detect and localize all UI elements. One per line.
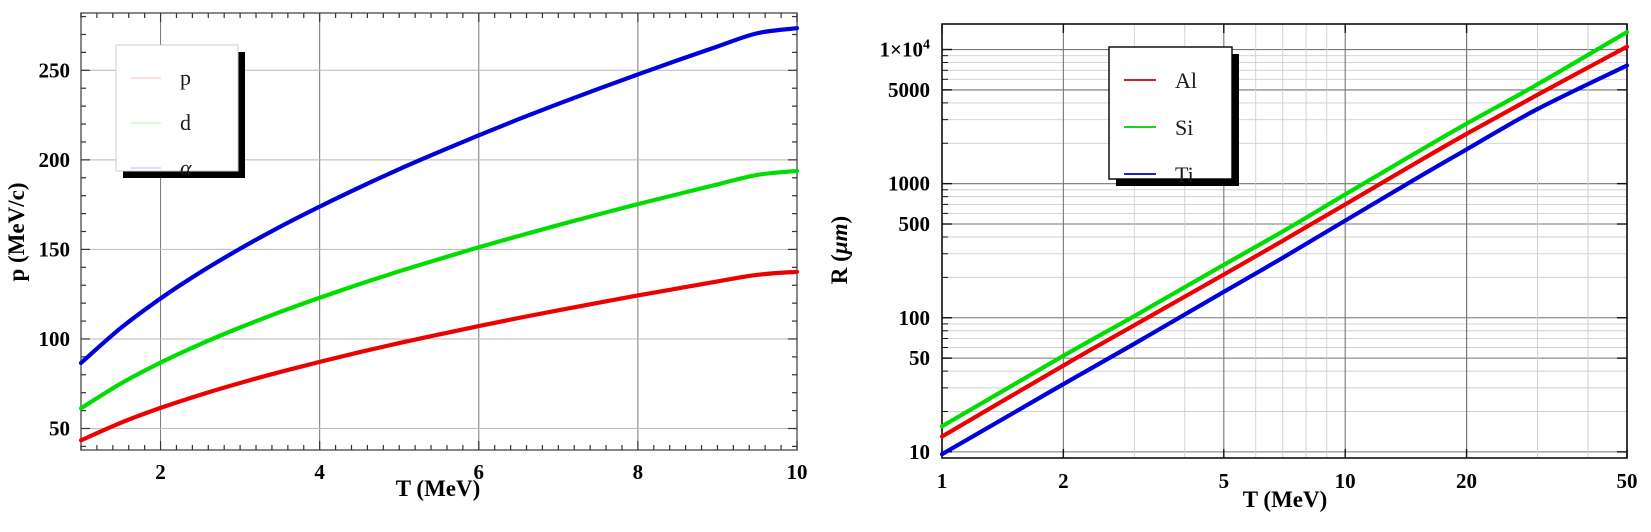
y-tick-label: 250 <box>39 58 71 82</box>
legend-label-d: d <box>180 110 191 135</box>
y-tick-label: 100 <box>39 327 71 351</box>
data-curve-α <box>78 26 800 366</box>
legend-entry-d[interactable]: d <box>131 110 191 135</box>
x-tick-label: 1 <box>937 469 948 493</box>
y-tick-label: 200 <box>39 148 71 172</box>
x-axis-label: T (MeV) <box>1243 487 1328 512</box>
x-tick-label: 8 <box>633 460 644 484</box>
legend-entry-p[interactable]: p <box>131 65 191 90</box>
legend-label-ti: Ti <box>1175 162 1194 187</box>
data-curve-d <box>78 168 800 411</box>
chart-panel-right: 1 2 5 10 20 50 10 50 100 500 1000 5000 1×104 T (MeV)… <box>825 0 1651 532</box>
left-grid-layer <box>81 13 797 450</box>
legend-label-p: p <box>180 65 191 90</box>
x-tick-label: 4 <box>314 460 325 484</box>
y-tick-label: 1×104 <box>880 38 930 62</box>
y-tick-label: 50 <box>909 346 930 370</box>
x-axis-label: T (MeV) <box>396 476 481 501</box>
right-frame-layer <box>941 23 1628 459</box>
left-plot-svg: 2 4 6 8 10 50 100 150 200 250 T (MeV) p (MeV/c) p… <box>4 12 808 501</box>
data-curve-Al <box>939 44 1630 439</box>
x-tick-label: 5 <box>1219 469 1230 493</box>
legend-entry-si[interactable]: Si <box>1124 115 1193 140</box>
legend-background <box>1108 46 1233 180</box>
x-tick-label: 20 <box>1456 469 1477 493</box>
chart-panel-left: 2 4 6 8 10 50 100 150 200 250 T (MeV) p (MeV/c) p… <box>0 0 825 532</box>
x-tick-label: 50 <box>1617 469 1638 493</box>
plot-frame <box>941 23 1628 459</box>
left-curves-layer <box>78 26 800 443</box>
legend-label-alpha: α <box>180 155 192 180</box>
y-tick-label: 50 <box>49 417 70 441</box>
y-tick-label: 1000 <box>888 172 930 196</box>
x-tick-label: 10 <box>787 460 808 484</box>
legend-background <box>115 44 239 172</box>
x-tick-label: 10 <box>1335 469 1356 493</box>
x-tick-label: 6 <box>474 460 485 484</box>
legend-right: Al Si Ti <box>1108 46 1239 187</box>
legend-label-si: Si <box>1175 115 1193 140</box>
left-ticklabels-layer: 2 4 6 8 10 50 100 150 200 250 <box>39 58 808 484</box>
legend-entry-alpha[interactable]: α <box>131 155 192 180</box>
y-tick-label: 500 <box>899 212 931 236</box>
x-tick-label: 2 <box>155 460 166 484</box>
legend-label-al: Al <box>1175 68 1197 93</box>
right-ticklabels-layer: 1 2 5 10 20 50 10 50 100 500 1000 5000 1×104 <box>880 38 1638 493</box>
data-curve-Si <box>939 29 1630 429</box>
y-tick-label: 5000 <box>888 78 930 102</box>
legend-left: p d α <box>115 44 245 180</box>
legend-entry-ti[interactable]: Ti <box>1124 162 1194 187</box>
legend-entry-al[interactable]: Al <box>1124 68 1197 93</box>
y-axis-label-group: R (μm) <box>827 216 852 284</box>
left-ticks-layer <box>80 13 798 450</box>
y-tick-label: 10 <box>909 440 930 464</box>
y-axis-label: p (MeV/c) <box>4 183 29 282</box>
right-plot-svg: 1 2 5 10 20 50 10 50 100 500 1000 5000 1×104 T (MeV)… <box>827 23 1638 512</box>
data-curve-Ti <box>939 63 1630 457</box>
y-tick-label: 100 <box>899 306 931 330</box>
y-tick-label: 150 <box>39 237 71 261</box>
y-axis-label: R (μm) <box>827 216 852 284</box>
data-curve-p <box>78 269 800 443</box>
right-curves-layer <box>939 29 1630 457</box>
x-tick-label: 2 <box>1058 469 1069 493</box>
